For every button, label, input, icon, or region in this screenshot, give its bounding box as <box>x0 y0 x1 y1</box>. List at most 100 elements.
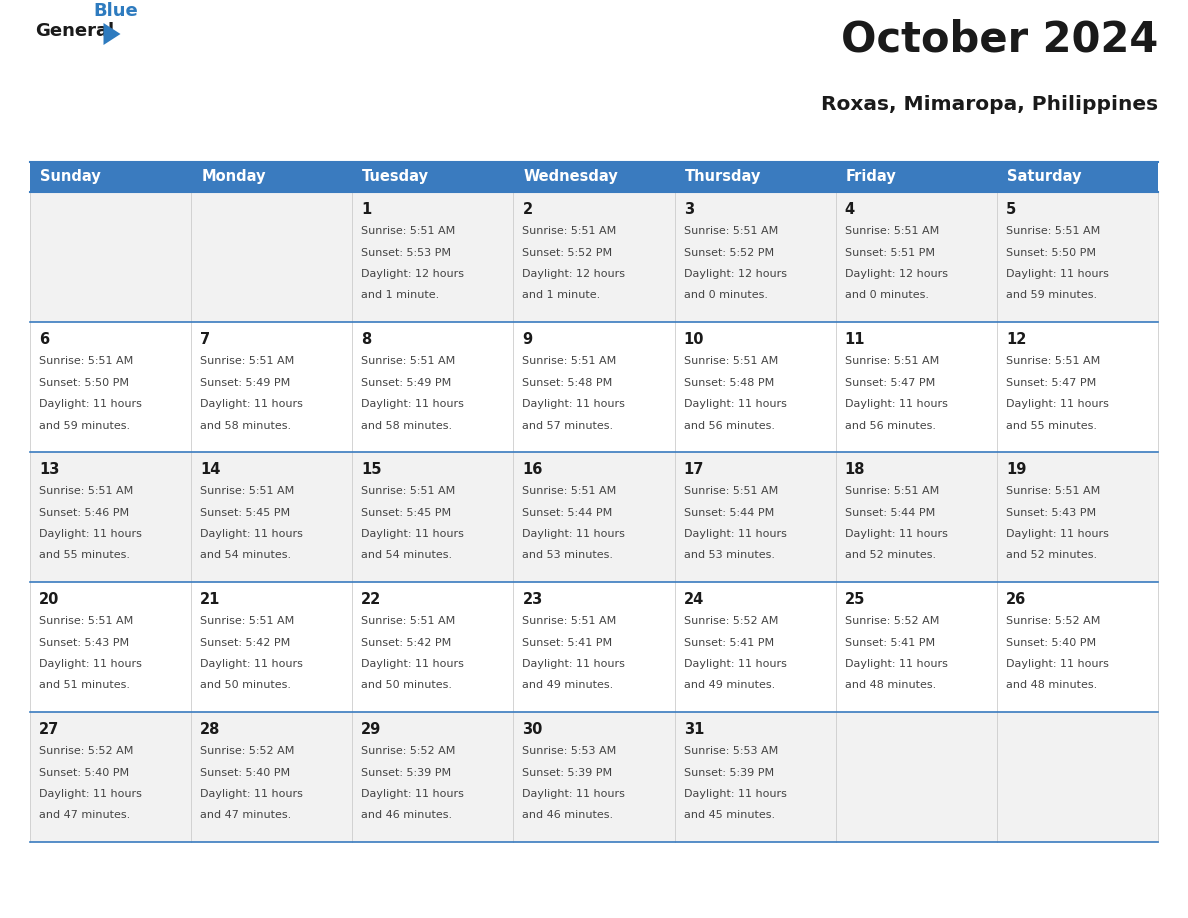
Text: and 59 minutes.: and 59 minutes. <box>39 420 131 431</box>
Text: 30: 30 <box>523 722 543 737</box>
Text: and 54 minutes.: and 54 minutes. <box>200 551 291 561</box>
Text: Sunrise: 5:51 AM: Sunrise: 5:51 AM <box>200 486 295 496</box>
Text: Daylight: 11 hours: Daylight: 11 hours <box>845 659 948 669</box>
Text: 31: 31 <box>683 722 704 737</box>
Text: Daylight: 11 hours: Daylight: 11 hours <box>361 789 465 799</box>
Text: Sunrise: 5:52 AM: Sunrise: 5:52 AM <box>1006 616 1100 626</box>
Text: Daylight: 12 hours: Daylight: 12 hours <box>683 269 786 279</box>
Text: Daylight: 11 hours: Daylight: 11 hours <box>523 659 625 669</box>
Text: 15: 15 <box>361 462 381 477</box>
Text: Sunrise: 5:51 AM: Sunrise: 5:51 AM <box>39 356 133 366</box>
Text: Sunset: 5:47 PM: Sunset: 5:47 PM <box>1006 377 1097 387</box>
Text: 28: 28 <box>200 722 221 737</box>
Text: 7: 7 <box>200 332 210 347</box>
Text: Blue: Blue <box>93 2 138 19</box>
Text: Sunset: 5:40 PM: Sunset: 5:40 PM <box>200 767 290 778</box>
Text: Daylight: 12 hours: Daylight: 12 hours <box>523 269 625 279</box>
Text: Sunset: 5:42 PM: Sunset: 5:42 PM <box>200 637 290 647</box>
Bar <box>191 162 353 192</box>
Text: Sunrise: 5:51 AM: Sunrise: 5:51 AM <box>39 616 133 626</box>
Text: and 51 minutes.: and 51 minutes. <box>39 680 129 690</box>
Text: 25: 25 <box>845 592 865 607</box>
Text: and 52 minutes.: and 52 minutes. <box>1006 551 1097 561</box>
Text: 5: 5 <box>1006 202 1016 217</box>
Text: 22: 22 <box>361 592 381 607</box>
Text: Daylight: 11 hours: Daylight: 11 hours <box>39 399 141 409</box>
Text: 8: 8 <box>361 332 372 347</box>
Text: Sunrise: 5:51 AM: Sunrise: 5:51 AM <box>683 356 778 366</box>
Text: Sunrise: 5:51 AM: Sunrise: 5:51 AM <box>523 226 617 236</box>
Text: Daylight: 11 hours: Daylight: 11 hours <box>845 399 948 409</box>
Bar <box>835 162 997 192</box>
Text: Saturday: Saturday <box>1007 170 1081 185</box>
Text: Daylight: 11 hours: Daylight: 11 hours <box>39 789 141 799</box>
Text: 11: 11 <box>845 332 865 347</box>
Text: Sunset: 5:50 PM: Sunset: 5:50 PM <box>39 377 129 387</box>
Text: Sunset: 5:51 PM: Sunset: 5:51 PM <box>845 248 935 258</box>
Text: and 57 minutes.: and 57 minutes. <box>523 420 613 431</box>
Text: Friday: Friday <box>846 170 897 185</box>
Text: Sunrise: 5:51 AM: Sunrise: 5:51 AM <box>1006 226 1100 236</box>
Text: Sunrise: 5:51 AM: Sunrise: 5:51 AM <box>845 356 939 366</box>
Text: Sunset: 5:43 PM: Sunset: 5:43 PM <box>39 637 129 647</box>
Polygon shape <box>103 23 120 45</box>
Text: and 48 minutes.: and 48 minutes. <box>845 680 936 690</box>
Text: Daylight: 11 hours: Daylight: 11 hours <box>1006 529 1108 539</box>
Text: Sunset: 5:52 PM: Sunset: 5:52 PM <box>523 248 613 258</box>
Text: 6: 6 <box>39 332 49 347</box>
Text: Sunrise: 5:51 AM: Sunrise: 5:51 AM <box>361 486 455 496</box>
Text: 10: 10 <box>683 332 704 347</box>
Text: Daylight: 11 hours: Daylight: 11 hours <box>200 789 303 799</box>
Bar <box>30 712 1158 842</box>
Text: Sunrise: 5:52 AM: Sunrise: 5:52 AM <box>39 746 133 756</box>
Text: Daylight: 11 hours: Daylight: 11 hours <box>200 659 303 669</box>
Text: Sunrise: 5:51 AM: Sunrise: 5:51 AM <box>523 356 617 366</box>
Text: Sunrise: 5:52 AM: Sunrise: 5:52 AM <box>361 746 456 756</box>
Text: Sunset: 5:45 PM: Sunset: 5:45 PM <box>200 508 290 518</box>
Text: Daylight: 11 hours: Daylight: 11 hours <box>361 659 465 669</box>
Text: 9: 9 <box>523 332 532 347</box>
Text: and 50 minutes.: and 50 minutes. <box>361 680 453 690</box>
Text: Tuesday: Tuesday <box>362 170 429 185</box>
Text: 29: 29 <box>361 722 381 737</box>
Text: Sunrise: 5:51 AM: Sunrise: 5:51 AM <box>200 616 295 626</box>
Text: 20: 20 <box>39 592 59 607</box>
Text: Sunset: 5:49 PM: Sunset: 5:49 PM <box>361 377 451 387</box>
Text: 3: 3 <box>683 202 694 217</box>
Text: and 1 minute.: and 1 minute. <box>523 290 601 300</box>
Text: Sunrise: 5:51 AM: Sunrise: 5:51 AM <box>1006 486 1100 496</box>
Text: and 56 minutes.: and 56 minutes. <box>845 420 936 431</box>
Text: Sunset: 5:41 PM: Sunset: 5:41 PM <box>845 637 935 647</box>
Text: and 1 minute.: and 1 minute. <box>361 290 440 300</box>
Text: and 55 minutes.: and 55 minutes. <box>1006 420 1097 431</box>
Text: Sunrise: 5:51 AM: Sunrise: 5:51 AM <box>361 356 455 366</box>
Text: and 48 minutes.: and 48 minutes. <box>1006 680 1097 690</box>
Text: and 59 minutes.: and 59 minutes. <box>1006 290 1097 300</box>
Text: 17: 17 <box>683 462 704 477</box>
Bar <box>30 322 1158 452</box>
Text: Sunset: 5:41 PM: Sunset: 5:41 PM <box>683 637 773 647</box>
Bar <box>513 162 675 192</box>
Text: Wednesday: Wednesday <box>524 170 618 185</box>
Text: 14: 14 <box>200 462 221 477</box>
Text: 19: 19 <box>1006 462 1026 477</box>
Text: Daylight: 11 hours: Daylight: 11 hours <box>523 399 625 409</box>
Text: Sunrise: 5:51 AM: Sunrise: 5:51 AM <box>683 486 778 496</box>
Text: Sunrise: 5:53 AM: Sunrise: 5:53 AM <box>683 746 778 756</box>
Text: Daylight: 11 hours: Daylight: 11 hours <box>361 529 465 539</box>
Text: 27: 27 <box>39 722 59 737</box>
Text: and 46 minutes.: and 46 minutes. <box>523 811 613 821</box>
Text: Sunset: 5:49 PM: Sunset: 5:49 PM <box>200 377 290 387</box>
Text: Sunday: Sunday <box>40 170 101 185</box>
Text: Daylight: 12 hours: Daylight: 12 hours <box>845 269 948 279</box>
Text: Daylight: 11 hours: Daylight: 11 hours <box>523 529 625 539</box>
Text: Sunrise: 5:51 AM: Sunrise: 5:51 AM <box>361 616 455 626</box>
Text: Sunset: 5:39 PM: Sunset: 5:39 PM <box>683 767 773 778</box>
Text: Daylight: 11 hours: Daylight: 11 hours <box>39 529 141 539</box>
Text: Monday: Monday <box>201 170 266 185</box>
Text: and 56 minutes.: and 56 minutes. <box>683 420 775 431</box>
Text: and 49 minutes.: and 49 minutes. <box>683 680 775 690</box>
Text: Daylight: 11 hours: Daylight: 11 hours <box>200 529 303 539</box>
Bar <box>30 582 1158 712</box>
Text: Sunset: 5:45 PM: Sunset: 5:45 PM <box>361 508 451 518</box>
